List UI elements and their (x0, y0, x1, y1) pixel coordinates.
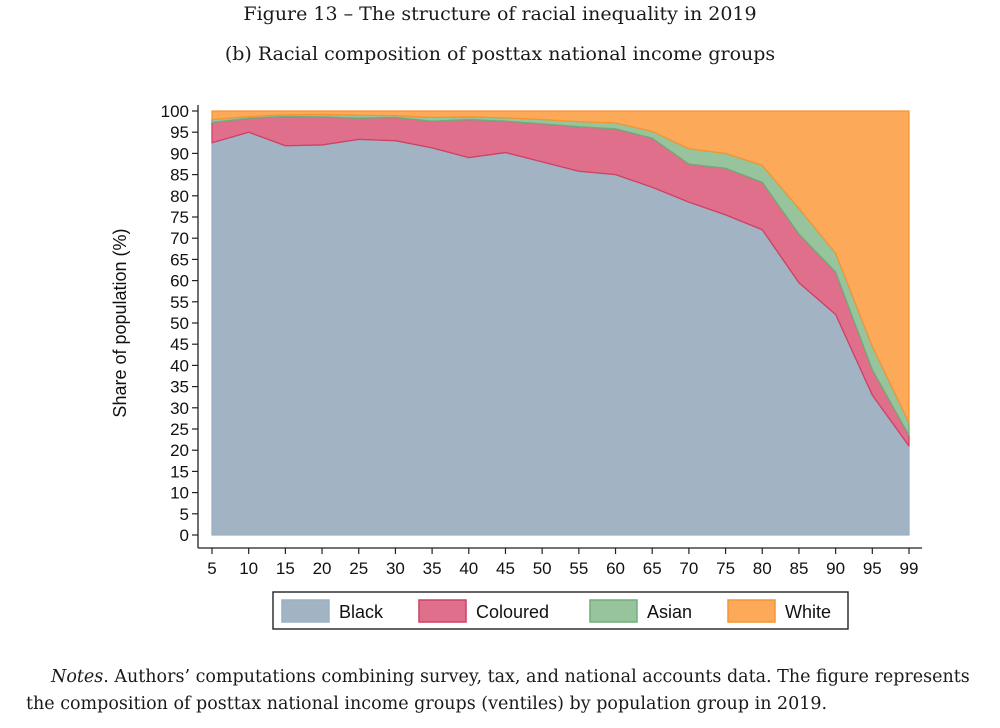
y-tick-label-60: 60 (170, 272, 189, 291)
y-tick-label-50: 50 (170, 314, 189, 333)
legend-label-asian: Asian (647, 602, 692, 622)
notes-text: . Authors’ computations combining survey… (26, 667, 970, 714)
y-tick-label-25: 25 (170, 420, 189, 439)
x-tick-label-50: 50 (533, 559, 552, 578)
y-tick-label-65: 65 (170, 250, 189, 269)
x-tick-label-25: 25 (349, 559, 368, 578)
y-tick-label-70: 70 (170, 229, 189, 248)
figure-notes: Notes. Authors’ computations combining s… (26, 664, 996, 718)
legend-swatch-coloured (418, 599, 467, 623)
legend-label-coloured: Coloured (476, 602, 549, 622)
x-tick-label-40: 40 (459, 559, 478, 578)
x-tick-label-15: 15 (276, 559, 295, 578)
y-tick-label-95: 95 (170, 123, 189, 142)
area-white (211, 110, 910, 424)
x-tick-label-5: 5 (207, 559, 216, 578)
x-tick-label-65: 65 (643, 559, 662, 578)
x-tick-label-55: 55 (569, 559, 588, 578)
legend-label-white: White (785, 602, 831, 622)
y-axis-title: Share of population (%) (110, 228, 130, 417)
figure-subtitle: (b) Racial composition of posttax nation… (224, 43, 776, 65)
y-tick-label-45: 45 (170, 335, 189, 354)
y-tick-label-20: 20 (170, 441, 189, 460)
y-tick-label-5: 5 (180, 505, 189, 524)
x-tick-label-75: 75 (716, 559, 735, 578)
axes: 0510152025303540455055606570758085909510… (110, 102, 922, 578)
legend-swatch-asian (589, 599, 638, 623)
x-tick-label-80: 80 (753, 559, 772, 578)
stacked-area-chart: 0510152025303540455055606570758085909510… (110, 102, 922, 630)
y-tick-label-10: 10 (170, 484, 189, 503)
x-tick-label-70: 70 (679, 559, 698, 578)
x-tick-label-10: 10 (239, 559, 258, 578)
x-tick-label-35: 35 (423, 559, 442, 578)
legend: Black Coloured Asian White (272, 591, 849, 630)
x-tick-label-30: 30 (386, 559, 405, 578)
y-tick-label-40: 40 (170, 356, 189, 375)
x-tick-label-20: 20 (313, 559, 332, 578)
y-tick-label-100: 100 (161, 102, 189, 121)
y-tick-label-15: 15 (170, 462, 189, 481)
x-tick-label-60: 60 (606, 559, 625, 578)
y-tick-label-30: 30 (170, 399, 189, 418)
legend-swatch-white (727, 599, 776, 623)
y-tick-label-75: 75 (170, 208, 189, 227)
y-tick-label-85: 85 (170, 166, 189, 185)
legend-label-black: Black (339, 602, 384, 622)
x-tick-label-85: 85 (789, 559, 808, 578)
legend-swatch-black (281, 599, 330, 623)
y-tick-label-35: 35 (170, 378, 189, 397)
y-tick-label-0: 0 (180, 526, 189, 545)
x-tick-label-90: 90 (826, 559, 845, 578)
x-tick-label-95: 95 (863, 559, 882, 578)
notes-label: Notes (51, 667, 104, 687)
series-areas (211, 110, 910, 536)
y-tick-label-80: 80 (170, 187, 189, 206)
y-tick-label-90: 90 (170, 144, 189, 163)
figure-title: Figure 13 – The structure of racial ineq… (243, 3, 757, 25)
x-tick-label-99: 99 (900, 559, 919, 578)
y-tick-label-55: 55 (170, 293, 189, 312)
x-tick-label-45: 45 (496, 559, 515, 578)
